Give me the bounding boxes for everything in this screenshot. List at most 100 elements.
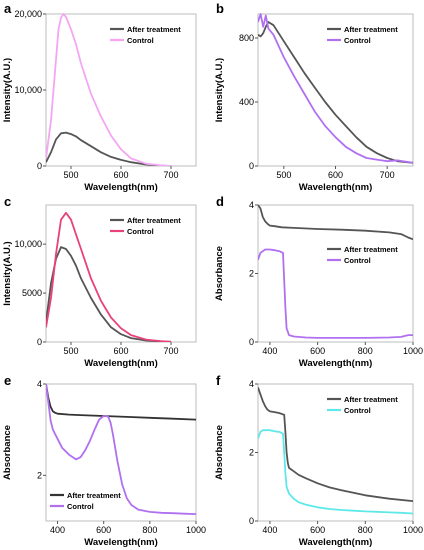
x-tick-label: 700 <box>163 170 178 180</box>
y-tick-label: 4 <box>249 379 254 389</box>
y-tick-label: 2 <box>37 470 42 480</box>
x-tick-label: 1000 <box>186 525 206 535</box>
legend-entry: After treatment <box>127 216 181 225</box>
x-tick-label: 800 <box>142 525 157 535</box>
y-tick-label: 10,000 <box>14 239 42 249</box>
y-tick-label: 0 <box>37 161 42 171</box>
series-line-after-treatment <box>258 204 413 241</box>
series-line-after-treatment <box>46 246 172 342</box>
series-line-control <box>46 383 196 515</box>
series-group <box>258 13 413 164</box>
series-group <box>46 383 196 515</box>
y-tick-label: 4 <box>37 379 42 389</box>
panel-letter: b <box>216 1 224 16</box>
series-line-control <box>258 13 413 164</box>
panel-b: b 500 600 700 0 400 800 Wavelength(nm) Intensity… <box>214 1 414 193</box>
x-tick-label: 600 <box>310 525 325 535</box>
x-tick-label: 700 <box>380 170 395 180</box>
x-tick-label: 600 <box>96 525 111 535</box>
x-tick-label: 600 <box>310 346 325 356</box>
x-axis-label: Wavelength(nm) <box>84 537 158 548</box>
x-tick-label: 600 <box>328 170 343 180</box>
y-tick-label: 0 <box>249 337 254 347</box>
y-axis-label: Absorbance <box>2 425 13 480</box>
y-tick-label: 5000 <box>22 288 42 298</box>
y-tick-label: 0 <box>249 161 254 171</box>
legend-entry: After treatment <box>344 25 398 34</box>
panel-letter: c <box>4 194 11 209</box>
legend: After treatment Control <box>50 491 121 511</box>
x-tick-label: 1000 <box>403 346 423 356</box>
x-axis-label: Wavelength(nm) <box>299 182 373 193</box>
panel-letter: e <box>4 373 11 388</box>
x-tick-label: 400 <box>262 346 277 356</box>
plot-frame <box>45 383 197 522</box>
x-tick-label: 800 <box>358 346 373 356</box>
panel-a: a 500 600 700 0 10,000 20,000 Wavelength(nm) Int… <box>2 1 197 193</box>
plot-frame <box>45 13 197 167</box>
panel-d: d 400 600 800 1000 0 2 4 Wavelength(nm) Absorbanc… <box>214 194 423 369</box>
legend: After treatment Control <box>110 25 181 45</box>
panel-c: c 500 600 700 0 5000 10,000 Wavelength(nm) Inten… <box>2 194 197 369</box>
legend-entry: Control <box>127 227 154 236</box>
legend: After treatment Control <box>110 216 181 236</box>
legend-entry: After treatment <box>344 245 398 254</box>
x-tick-label: 700 <box>163 346 178 356</box>
x-tick-label: 600 <box>113 346 128 356</box>
series-group <box>46 13 172 166</box>
y-axis-label: Intensity(A.U.) <box>2 58 13 122</box>
y-axis-label: Intensity(A.U.) <box>2 241 13 305</box>
x-axis-label: Wavelength(nm) <box>84 182 158 193</box>
series-line-after-treatment <box>258 387 413 502</box>
legend-entry: After treatment <box>344 395 398 404</box>
y-axis-label: Absorbance <box>214 425 225 480</box>
legend-entry: Control <box>67 502 94 511</box>
y-tick-label: 0 <box>249 516 254 526</box>
legend: After treatment Control <box>327 25 398 45</box>
series-line-control <box>258 248 413 339</box>
y-tick-label: 800 <box>239 33 254 43</box>
legend: After treatment Control <box>327 395 398 415</box>
y-axis-label: Absorbance <box>214 246 225 301</box>
x-tick-label: 1000 <box>403 525 423 535</box>
y-tick-label: 2 <box>249 448 254 458</box>
x-axis-label: Wavelength(nm) <box>299 537 373 548</box>
legend-entry: After treatment <box>67 491 121 500</box>
plot-frame <box>257 204 414 343</box>
y-axis-label: Intensity(A.U.) <box>214 58 225 122</box>
y-tick-label: 2 <box>249 269 254 279</box>
legend-entry: Control <box>344 36 371 45</box>
legend-entry: Control <box>344 406 371 415</box>
panel-f: f 400 600 800 1000 0 2 4 Wavelength(nm) Absorbanc… <box>214 373 423 548</box>
legend-entry: Control <box>344 256 371 265</box>
legend-entry: Control <box>127 36 154 45</box>
panel-letter: a <box>4 1 12 16</box>
series-group <box>258 204 413 339</box>
legend: After treatment Control <box>327 245 398 265</box>
x-tick-label: 400 <box>50 525 65 535</box>
series-group <box>258 387 413 515</box>
x-tick-label: 600 <box>113 170 128 180</box>
legend-entry: After treatment <box>127 25 181 34</box>
y-tick-label: 400 <box>239 97 254 107</box>
y-tick-label: 10,000 <box>14 85 42 95</box>
panel-e: e 400 600 800 1000 2 4 Wavelength(nm) Absorbance… <box>2 373 206 548</box>
series-line-control <box>46 13 172 166</box>
x-tick-label: 500 <box>63 346 78 356</box>
series-group <box>46 211 172 342</box>
panel-letter: f <box>216 373 221 388</box>
x-tick-label: 400 <box>262 525 277 535</box>
y-tick-label: 0 <box>37 337 42 347</box>
x-axis-label: Wavelength(nm) <box>84 358 158 369</box>
series-line-after-treatment <box>258 21 413 164</box>
series-line-control <box>258 429 413 515</box>
y-tick-label: 4 <box>249 200 254 210</box>
series-line-control <box>46 211 172 342</box>
plot-frame <box>257 383 414 522</box>
series-line-after-treatment <box>46 383 196 421</box>
x-tick-label: 500 <box>63 170 78 180</box>
x-tick-label: 800 <box>358 525 373 535</box>
plot-frame <box>45 204 197 343</box>
x-tick-label: 500 <box>276 170 291 180</box>
